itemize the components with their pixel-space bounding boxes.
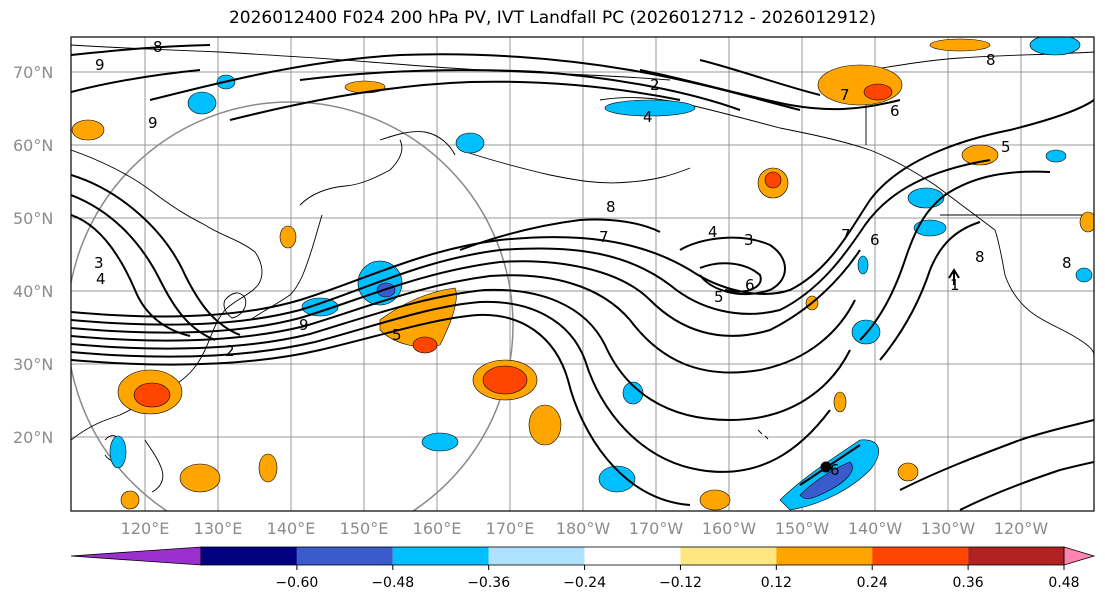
colorbar-segment <box>968 547 1064 565</box>
contour-label: 8 <box>1062 254 1072 272</box>
contour-label: 6 <box>870 231 880 249</box>
lat-label: 70°N <box>13 63 53 82</box>
contour-label: 5 <box>392 326 402 344</box>
contour-label: 4 <box>708 223 718 241</box>
jet-markers <box>799 268 960 486</box>
colorbar-tick-label: 0.48 <box>1048 575 1079 591</box>
lon-label: 140°W <box>848 519 903 538</box>
contour-label: 3 <box>744 231 754 249</box>
colorbar-tick-label: −0.48 <box>371 575 414 591</box>
colorbar-tick-label: 0.12 <box>761 575 792 591</box>
contour-label: 7 <box>840 86 850 104</box>
lon-label: 140°E <box>267 519 316 538</box>
contour-label: 4 <box>96 270 106 288</box>
contour-label: 8 <box>975 248 985 266</box>
radius-circle <box>71 101 514 511</box>
contour-label: 2 <box>650 76 660 94</box>
anomaly-shading <box>71 37 1094 511</box>
colorbar-segment <box>872 547 969 565</box>
colorbar-tick-label: −0.36 <box>467 575 510 591</box>
lat-label: 60°N <box>13 136 53 155</box>
lon-label: 150°E <box>340 519 389 538</box>
colorbar-border <box>200 546 1065 566</box>
contour-label: 6 <box>745 276 755 294</box>
lon-label: 130°W <box>921 519 976 538</box>
longitude-axis: 120°E 130°E 140°E 150°E 160°E 170°E 180°… <box>121 519 1049 538</box>
colorbar-segment <box>584 547 681 565</box>
contour-label: 8 <box>606 198 616 216</box>
contour-label: 1 <box>950 276 960 294</box>
lat-label: 50°N <box>13 209 53 228</box>
contour-label: 5 <box>714 288 724 306</box>
contour-label: 9 <box>95 56 105 74</box>
latitude-axis: 70°N 60°N 50°N 40°N 30°N 20°N <box>13 63 53 447</box>
contour-label: 5 <box>1001 138 1011 156</box>
contour-label: 9 <box>299 316 309 334</box>
colorbar-ticks: −0.60 −0.48 −0.36 −0.24 −0.12 0.12 0.24 0.36 0.4… <box>275 565 1080 591</box>
map-title: 2026012400 F024 200 hPa PV, IVT Landfall… <box>228 8 876 28</box>
colorbar-segment <box>201 547 297 565</box>
contour-label: 4 <box>643 108 653 126</box>
colorbar-segment <box>296 547 393 565</box>
contour-label: 6 <box>890 102 900 120</box>
colorbar-tick-label: −0.12 <box>659 575 702 591</box>
lon-label: 170°E <box>486 519 535 538</box>
colorbar-segment <box>488 547 585 565</box>
colorbar <box>70 546 1096 566</box>
contour-label: 6 <box>830 461 840 479</box>
contour-label: 9 <box>148 114 158 132</box>
contour-labels: 8 9 9 2 4 7 6 8 5 3 4 2 9 8 7 4 3 6 5 7 … <box>94 38 1072 479</box>
pv-contours <box>71 44 1094 511</box>
colorbar-segment <box>680 547 777 565</box>
colorbar-tick-label: −0.60 <box>275 575 318 591</box>
colorbar-extend-max <box>1063 546 1096 566</box>
gridlines <box>71 37 1094 511</box>
lon-label: 130°E <box>194 519 243 538</box>
contour-label: 3 <box>94 254 104 272</box>
colorbar-tick-label: 0.36 <box>953 575 984 591</box>
lon-label: 180°W <box>556 519 611 538</box>
lat-label: 20°N <box>13 428 53 447</box>
lon-label: 120°E <box>121 519 170 538</box>
lat-label: 30°N <box>13 355 53 374</box>
lon-label: 120°W <box>994 519 1049 538</box>
contour-label: 8 <box>153 38 163 56</box>
contour-label: 7 <box>841 226 851 244</box>
contour-label: 7 <box>599 228 609 246</box>
colorbar-segment <box>776 547 873 565</box>
contour-label: 2 <box>225 342 235 360</box>
colorbar-tick-label: −0.24 <box>563 575 606 591</box>
colorbar-segment <box>392 547 489 565</box>
contour-label: 8 <box>986 51 996 69</box>
lon-label: 160°E <box>413 519 462 538</box>
colorbar-tick-label: 0.24 <box>857 575 888 591</box>
map-frame <box>70 36 1095 512</box>
lon-label: 160°W <box>702 519 757 538</box>
lon-label: 150°W <box>775 519 830 538</box>
lon-label: 170°W <box>629 519 684 538</box>
lat-label: 40°N <box>13 282 53 301</box>
colorbar-extend-min <box>70 546 202 566</box>
